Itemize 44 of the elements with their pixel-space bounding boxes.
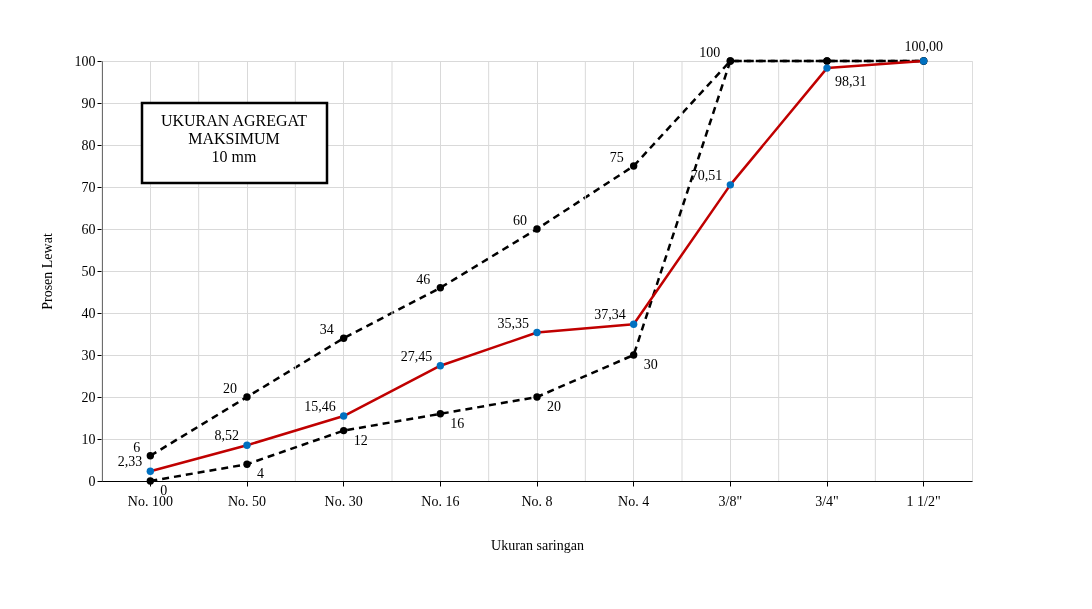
y-tick-label: 70 xyxy=(81,179,96,195)
data-label: 75 xyxy=(609,150,624,165)
data-label: 20 xyxy=(223,381,237,396)
y-tick-label: 80 xyxy=(81,137,96,153)
y-axis-title: Prosen Lewat xyxy=(39,233,55,310)
x-tick-label: 3/4" xyxy=(815,493,839,509)
data-label: 8,52 xyxy=(214,428,239,444)
data-label: 27,45 xyxy=(400,348,433,364)
data-label: 6 xyxy=(133,439,141,455)
x-tick-label: No. 8 xyxy=(521,493,553,509)
x-tick-label: No. 30 xyxy=(324,493,363,509)
x-tick-label: No. 16 xyxy=(421,493,460,509)
data-label: 30 xyxy=(643,357,658,372)
data-label: 16 xyxy=(450,415,465,431)
data-label: 98,31 xyxy=(835,74,867,90)
data-label: 20 xyxy=(547,399,561,414)
data-label: 0 xyxy=(160,483,168,498)
data-label: 35,35 xyxy=(497,315,529,331)
y-tick-label: 90 xyxy=(81,95,96,111)
data-label: 100,00 xyxy=(904,39,943,54)
data-label: 70,51 xyxy=(690,167,723,183)
x-tick-label: 1 1/2" xyxy=(906,493,941,509)
data-label: 15,46 xyxy=(304,399,336,415)
data-label: 46 xyxy=(416,271,431,287)
y-tick-label: 20 xyxy=(81,389,96,405)
x-tick-label: No. 50 xyxy=(227,493,267,509)
data-label: 60 xyxy=(513,213,527,228)
data-label: 2,33 xyxy=(117,454,143,470)
x-tick-label: 3/8" xyxy=(718,493,743,509)
data-label: 34 xyxy=(319,322,334,338)
y-tick-label: 100 xyxy=(74,53,96,69)
x-axis-title: Ukuran saringan xyxy=(491,537,584,553)
data-label: 12 xyxy=(353,432,368,448)
y-tick-label: 0 xyxy=(88,473,96,489)
x-tick-label: No. 4 xyxy=(618,493,650,509)
y-tick-label: 10 xyxy=(81,431,96,447)
data-label: 4 xyxy=(257,466,264,482)
data-label: 100 xyxy=(699,45,721,60)
y-tick-label: 60 xyxy=(81,221,96,237)
y-tick-label: 40 xyxy=(81,305,96,321)
annotation: UKURAN AGREGAT MAKSIMUM 10 mm xyxy=(160,112,308,165)
y-tick-label: 30 xyxy=(81,347,96,363)
y-tick-label: 50 xyxy=(81,263,96,279)
data-label: 37,34 xyxy=(594,307,626,323)
